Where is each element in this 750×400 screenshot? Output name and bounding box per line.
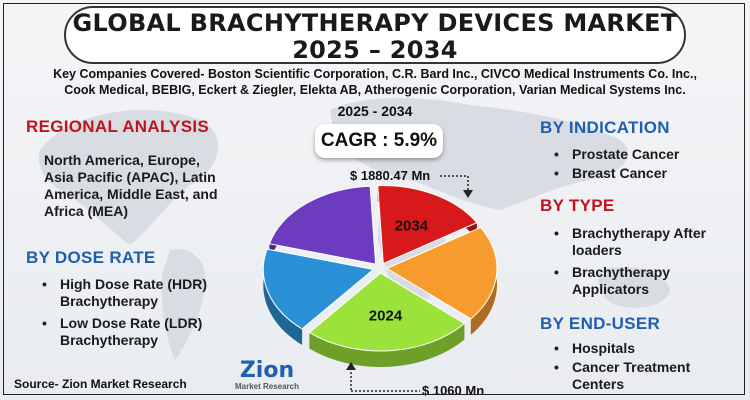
list-item: • Brachytherapy Applicators [552, 264, 706, 298]
list-item: • High Dose Rate (HDR) Brachytherapy [40, 276, 207, 310]
key-companies-line-1: Key Companies Covered- Boston Scientific… [53, 67, 697, 81]
list-item: • Brachytherapy After loaders [552, 225, 706, 259]
logo-wordmark: Zion [239, 358, 295, 383]
bullet-icon: • [554, 165, 559, 181]
regional-analysis-heading: REGIONAL ANALYSIS [26, 117, 210, 136]
end-user-heading: BY END-USER [540, 314, 661, 333]
list-item: • Breast Cancer [552, 165, 679, 182]
type-heading: BY TYPE [540, 196, 615, 215]
annotation-2034-value: $ 1880.47 Mn [350, 168, 431, 183]
list-item: • Prostate Cancer [552, 146, 679, 163]
regional-line-4: Africa (MEA) [44, 203, 129, 219]
pie-slice-label: 2024 [369, 308, 403, 325]
pie-slice-side [309, 323, 465, 367]
bullet-icon: • [554, 146, 559, 162]
list-item-line: Brachytherapy [60, 293, 159, 309]
regional-line-2: Asia Pacific (APAC), Latin [44, 169, 216, 185]
list-item: • Cancer Treatment Centers [552, 359, 690, 393]
list-item: • Hospitals [552, 340, 690, 357]
list-item-line: Centers [572, 376, 625, 392]
bullet-icon: • [554, 340, 559, 356]
pie-slice-side [263, 249, 303, 345]
list-item-line: High Dose Rate (HDR) [60, 276, 208, 292]
pie-slice [262, 248, 375, 330]
page-subtitle-years: 2025 – 2034 [292, 36, 458, 64]
bullet-icon: • [554, 225, 559, 241]
page-title: GLOBAL BRACHYTHERAPY DEVICES MARKET [72, 9, 678, 37]
bullet-icon: • [42, 315, 47, 331]
key-companies: Key Companies Covered- Boston Scientific… [10, 66, 740, 98]
cagr-badge: CAGR : 5.9% [315, 124, 443, 158]
pie-slice [308, 272, 466, 352]
indication-list: • Prostate Cancer • Breast Cancer [552, 146, 679, 187]
list-item-line: Brachytherapy [60, 332, 159, 348]
zion-logo: Zion Market Research [232, 360, 302, 396]
pie-slice-label: 2034 [395, 218, 429, 235]
type-list: • Brachytherapy After loaders • Brachythera… [552, 225, 706, 303]
cagr-period: 2025 - 2034 [337, 103, 413, 119]
pie-slice [385, 226, 498, 320]
list-item: • Low Dose Rate (LDR) Brachytherapy [40, 315, 207, 349]
logo-tagline: Market Research [234, 382, 300, 391]
list-item-line: Applicators [572, 281, 650, 297]
bullet-icon: • [554, 264, 559, 280]
indication-heading: BY INDICATION [540, 118, 670, 137]
list-item-label: Prostate Cancer [572, 146, 680, 162]
list-item-line: Brachytherapy [572, 264, 671, 280]
list-item-line: Hospitals [572, 340, 636, 356]
list-item-line: Brachytherapy After [572, 225, 707, 241]
bullet-icon: • [42, 276, 47, 292]
source-note: Source- Zion Market Research [14, 377, 187, 391]
pie-slice [268, 185, 377, 265]
list-item-line: Cancer Treatment [572, 359, 691, 375]
regional-analysis-text: North America, Europe, Asia Pacific (APA… [44, 152, 218, 220]
pie-slice [377, 185, 478, 265]
bullet-icon: • [554, 359, 559, 375]
market-pie-chart: 2034 2024 [262, 185, 498, 367]
title-banner: GLOBAL BRACHYTHERAPY DEVICES MARKET 2025… [64, 6, 686, 64]
annotation-2024-value: $ 1060 Mn [422, 383, 485, 398]
list-item-line: loaders [572, 242, 622, 258]
regional-line-1: North America, Europe, [44, 152, 200, 168]
dose-rate-heading: BY DOSE RATE [26, 248, 156, 267]
list-item-label: Breast Cancer [572, 165, 667, 181]
key-companies-line-2: Cook Medical, BEBIG, Eckert & Ziegler, E… [64, 83, 686, 97]
end-user-list: • Hospitals • Cancer Treatment Centers [552, 340, 690, 398]
list-item-line: Low Dose Rate (LDR) [60, 315, 203, 331]
regional-line-3: America, Middle East, and [44, 186, 218, 202]
dose-rate-list: • High Dose Rate (HDR) Brachytherapy • Low … [40, 276, 207, 354]
